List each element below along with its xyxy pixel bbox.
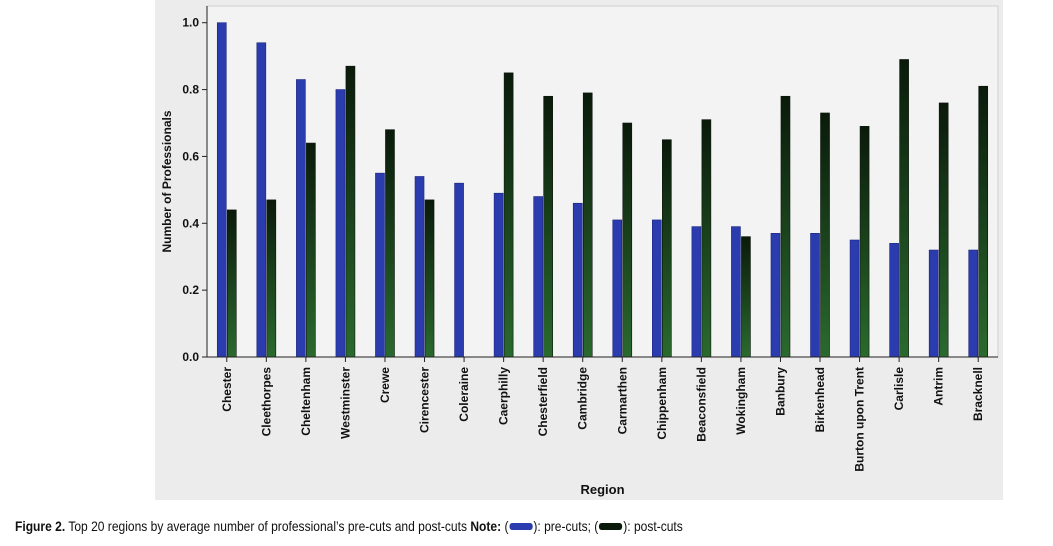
y-tick-label: 1.0 xyxy=(182,16,199,30)
bar-pre-18 xyxy=(928,249,939,358)
x-tick-label: Carlisle xyxy=(892,367,906,411)
x-tick-label: Crewe xyxy=(378,367,392,403)
bar-pre-7 xyxy=(493,192,504,358)
plot-area xyxy=(206,5,999,358)
bar-pre-10 xyxy=(612,219,623,358)
bar-pre-9 xyxy=(572,202,583,358)
bar-post-18 xyxy=(938,102,949,358)
bar-post-17 xyxy=(899,59,909,358)
bar-post-11 xyxy=(662,139,672,358)
bar-post-8 xyxy=(543,95,553,358)
x-tick-label: Chester xyxy=(220,367,234,412)
bars xyxy=(216,22,989,358)
bar-pre-0 xyxy=(216,22,227,358)
x-tick-label: Bracknell xyxy=(971,367,985,421)
bar-pre-14 xyxy=(770,233,781,358)
bar-post-9 xyxy=(582,92,593,358)
bar-post-7 xyxy=(503,72,514,358)
x-axis-label: Region xyxy=(580,482,624,497)
bar-pre-13 xyxy=(731,226,741,358)
bar-pre-1 xyxy=(256,42,267,358)
post-cuts-swatch xyxy=(599,522,623,530)
bar-pre-2 xyxy=(296,79,306,358)
bar-pre-15 xyxy=(810,233,820,358)
x-tick-label: Antrim xyxy=(932,367,946,406)
bar-post-5 xyxy=(424,199,435,358)
x-tick-label: Caerphilly xyxy=(497,367,511,425)
y-tick-label: 0.6 xyxy=(182,149,199,163)
bar-pre-3 xyxy=(335,89,346,358)
x-axis: Chester Cleethorpes Cheltenham Westminster C… xyxy=(207,356,998,472)
x-tick-label: Birkenhead xyxy=(813,367,827,432)
bar-pre-19 xyxy=(968,249,979,358)
caption-post-text: ): post-cuts xyxy=(623,518,683,534)
bar-pre-8 xyxy=(533,196,543,358)
x-tick-label: Cheltenham xyxy=(299,367,313,436)
x-tick-label: Coleraine xyxy=(457,367,471,422)
caption-open: ( xyxy=(501,518,509,534)
y-axis: 0.0 0.2 0.4 0.6 0.8 1.0 xyxy=(182,6,208,364)
x-tick-label: Westminster xyxy=(338,367,352,439)
bar-post-2 xyxy=(306,142,316,358)
x-tick-label: Beaconsfield xyxy=(694,367,708,442)
y-tick-label: 0.2 xyxy=(182,283,199,297)
bar-post-16 xyxy=(859,126,870,358)
y-axis-label: Number of Professionals xyxy=(160,110,174,252)
x-tick-label: Cleethorpes xyxy=(259,367,273,437)
bar-pre-17 xyxy=(889,243,899,358)
bar-post-12 xyxy=(701,119,712,358)
y-tick-label: 0.4 xyxy=(182,216,199,230)
bar-pre-6 xyxy=(454,182,464,358)
x-tick-label: Banbury xyxy=(773,367,787,416)
bar-post-10 xyxy=(622,122,633,358)
x-tick-label: Cambridge xyxy=(576,367,590,430)
figure-caption: Figure 2. Top 20 regions by average numb… xyxy=(15,518,901,534)
caption-pre-text: ): pre-cuts; ( xyxy=(533,518,599,534)
bar-post-19 xyxy=(978,85,989,358)
x-tick-label: Cirencester xyxy=(418,367,432,433)
bar-post-14 xyxy=(780,95,791,358)
bar-post-13 xyxy=(741,236,751,358)
bar-post-0 xyxy=(226,209,237,358)
caption-figure-label: Figure 2. xyxy=(15,518,66,534)
bar-chart: 0.00.20.40.60.81.0 Chester Cleethorpes Che… xyxy=(160,5,999,497)
y-tick-label: 0.8 xyxy=(182,83,199,97)
bar-pre-12 xyxy=(691,226,702,358)
bar-pre-5 xyxy=(414,176,425,358)
caption-text: Top 20 regions by average number of prof… xyxy=(65,518,471,534)
bar-post-3 xyxy=(345,65,356,358)
x-tick-label: Wokingham xyxy=(734,367,748,435)
pre-cuts-swatch xyxy=(509,522,533,530)
y-tick-label: 0.0 xyxy=(182,350,199,364)
x-tick-label: Burton upon Trent xyxy=(853,367,867,472)
bar-post-4 xyxy=(385,129,395,358)
chart-figure: 0.0 0.2 0.4 0.6 0.8 1.0 Chester Cleethorpes Che… xyxy=(155,0,1003,500)
bar-pre-16 xyxy=(849,239,860,358)
x-tick-label: Carmarthen xyxy=(615,367,629,434)
bar-post-15 xyxy=(820,112,830,358)
x-tick-label: Chippenham xyxy=(655,367,669,440)
caption-note-label: Note: xyxy=(470,518,502,534)
bar-pre-11 xyxy=(652,219,662,358)
bar-post-1 xyxy=(266,199,277,358)
x-tick-label: Chesterfield xyxy=(536,367,550,436)
bar-pre-4 xyxy=(375,172,385,358)
